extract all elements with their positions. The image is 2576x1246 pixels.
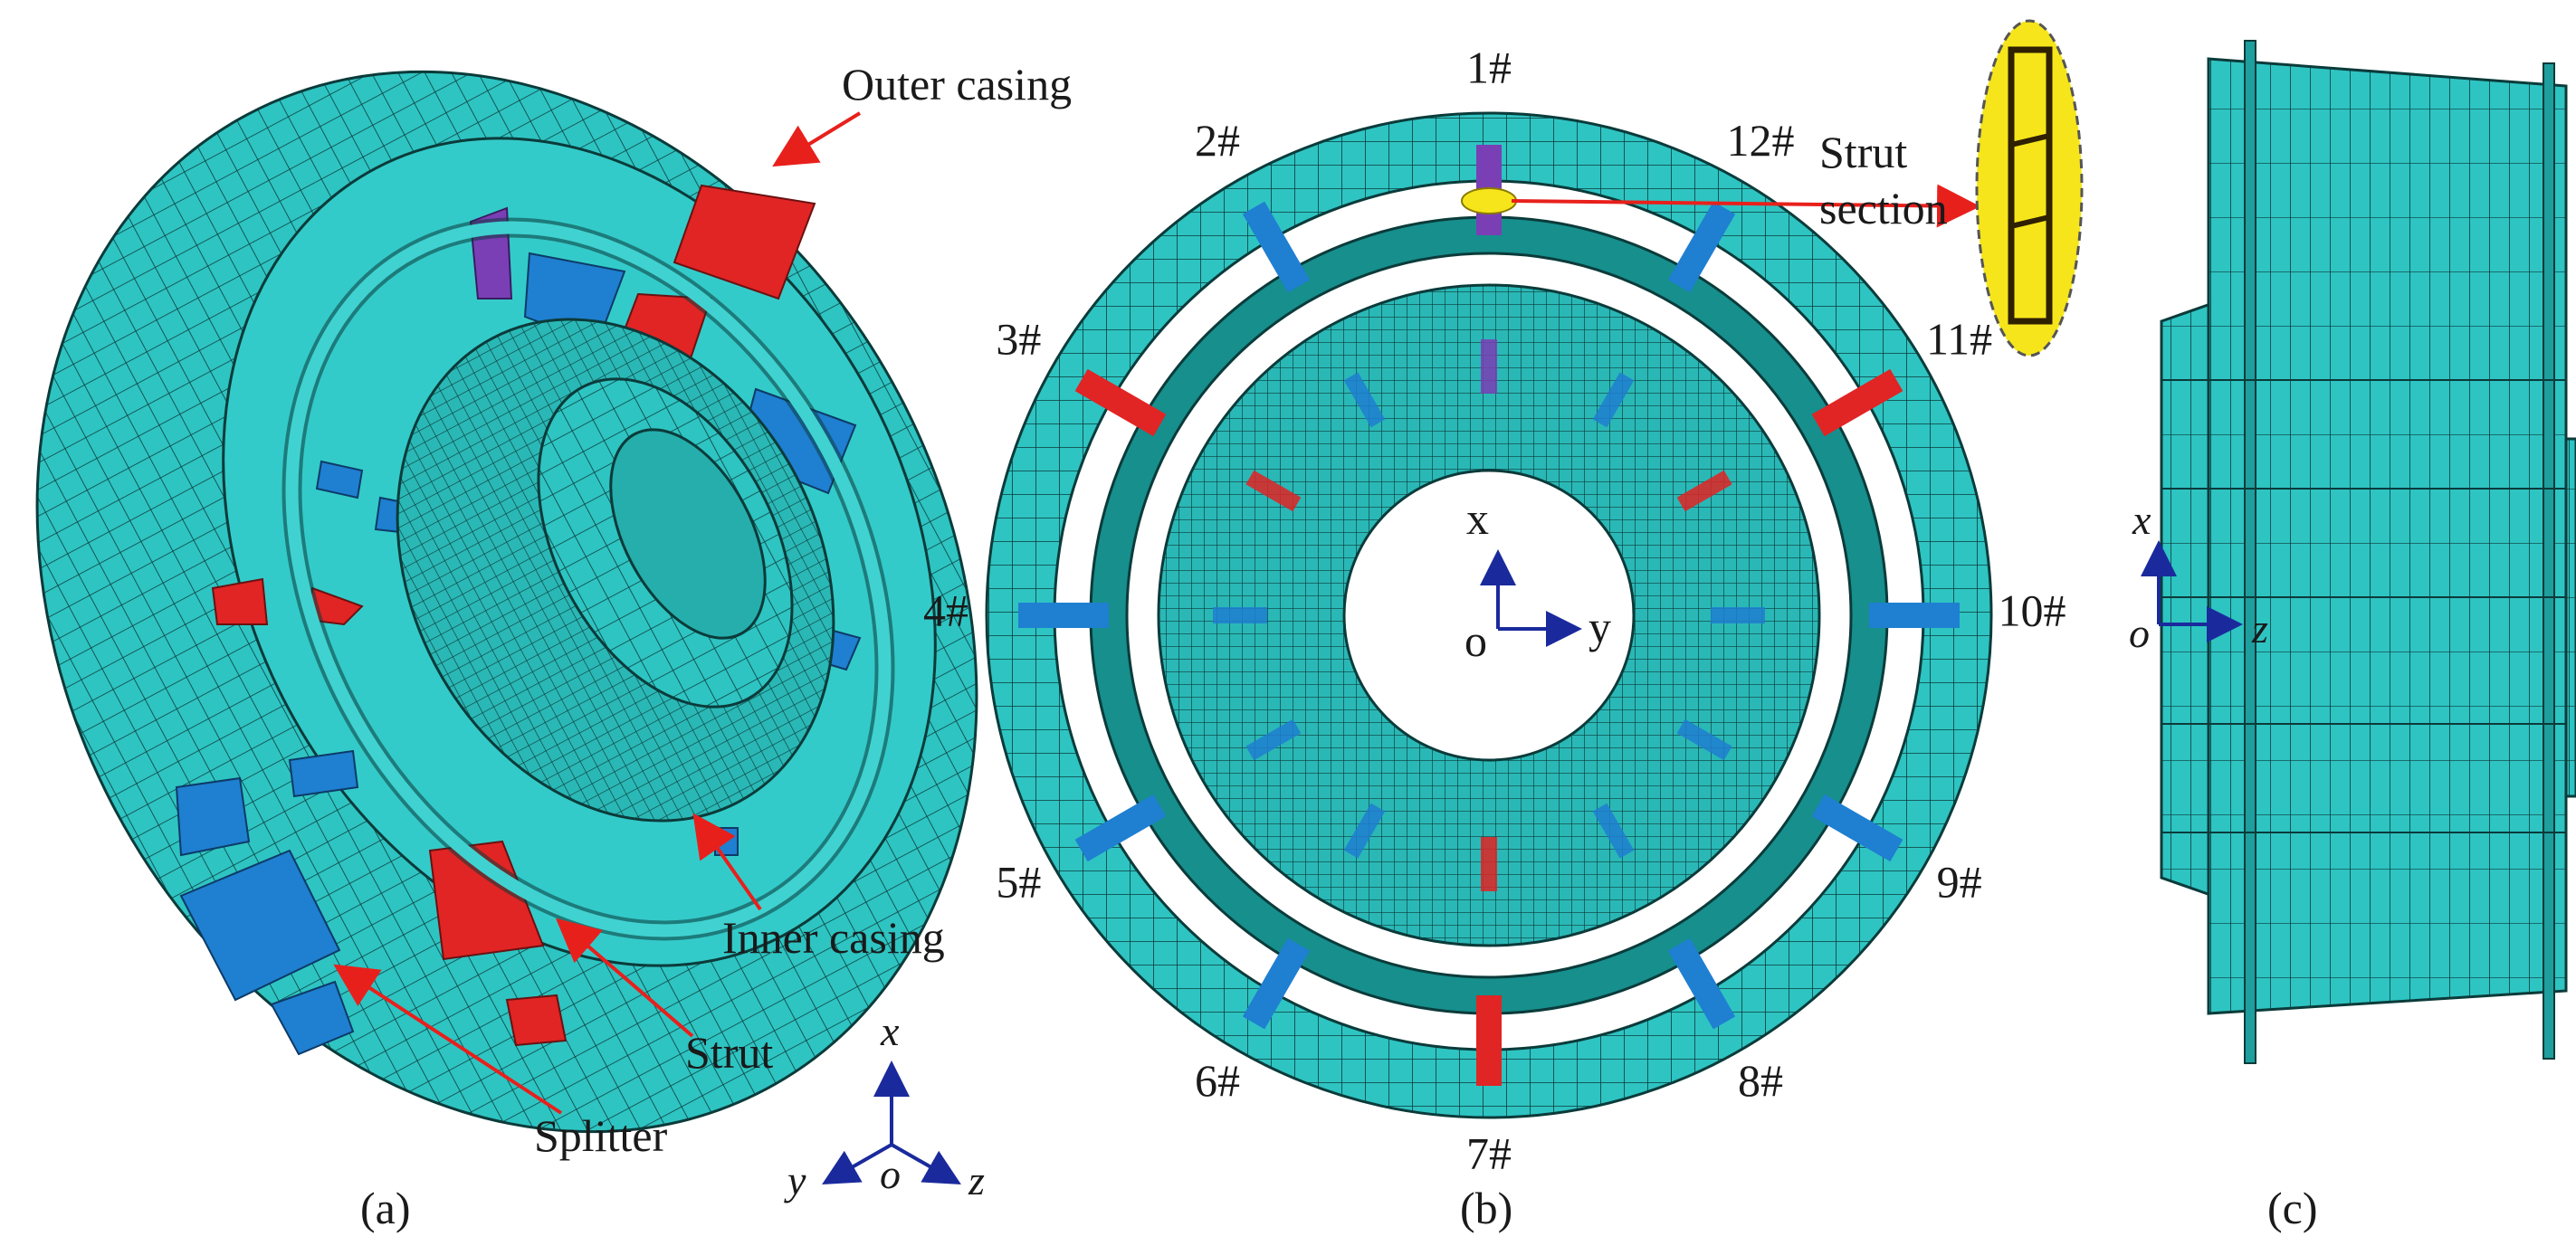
axis-c-o-label: o — [2129, 610, 2150, 656]
strut-red-left — [211, 577, 269, 625]
axis-c-z-label: z — [2251, 605, 2268, 652]
panel-a-isometric-view: Outer casing Inner casing Strut Splitter… — [35, 59, 1072, 1233]
arrow-strut-section — [1511, 184, 1980, 228]
inner-casing-bore — [609, 428, 767, 640]
side-splitter-lip — [2160, 300, 2215, 899]
strut-blue-lower-left-2 — [288, 749, 359, 798]
arrow-outer-casing — [772, 111, 862, 167]
panel-b-struts — [1018, 145, 1960, 1086]
strut-2-inner — [1343, 372, 1386, 428]
strut-number-7: 7# — [1466, 1127, 1512, 1178]
panel-b-front-view: 1# 2# 3# 4# 5# 6# 7# 8# 9# 10# 11# 12# Strut sectio… — [923, 19, 2084, 1233]
axis-b-o-label: o — [1465, 615, 1487, 666]
strut-number-2: 2# — [1195, 115, 1240, 166]
strut-number-12: 12# — [1727, 115, 1795, 166]
arrow-strut — [555, 918, 694, 1038]
strut-number-1: 1# — [1466, 42, 1512, 92]
strut-number-4: 4# — [923, 585, 968, 635]
strut-number-5: 5# — [996, 856, 1041, 907]
splitter-ring-face — [285, 221, 892, 937]
strut-section-web-1 — [2010, 133, 2050, 147]
strut-number-10: 10# — [1999, 585, 2066, 635]
strut-2-outer — [1242, 201, 1311, 293]
strut-5-outer — [1074, 794, 1167, 862]
strut-12-inner — [1592, 372, 1635, 428]
strut-red-bottom-2 — [505, 994, 568, 1047]
side-bands — [2161, 379, 2566, 833]
strut-blue-left — [315, 460, 364, 499]
arrow-splitter — [333, 964, 563, 1115]
axis-c-x-label: x — [2132, 497, 2151, 543]
side-flange-right — [2543, 62, 2555, 1060]
axis-a-x-label: x — [880, 1008, 900, 1054]
strut-red-bottom — [428, 840, 545, 961]
strut-5-inner — [1245, 718, 1302, 761]
axis-a-z — [891, 1143, 961, 1184]
hub-bore-b — [1342, 469, 1636, 762]
strut-6-outer — [1242, 937, 1311, 1030]
strut-9-inner — [1676, 718, 1732, 761]
side-outer-casing — [2207, 57, 2568, 1015]
side-flange-left — [2244, 40, 2256, 1064]
axis-a-o-label: o — [880, 1151, 901, 1197]
strut-6-inner — [1343, 803, 1386, 859]
strut-8-outer — [1667, 937, 1736, 1030]
strut-3-outer — [1074, 368, 1167, 437]
axis-b-x-label: x — [1466, 493, 1489, 544]
strut-section-inset — [1975, 19, 2084, 357]
axis-b-y-label: y — [1589, 602, 1611, 652]
axis-a-z-label: z — [968, 1157, 985, 1203]
strut-section-web-2 — [2010, 214, 2050, 229]
strut-9-outer — [1811, 794, 1903, 862]
strut-12-outer — [1667, 201, 1736, 293]
label-strut-section-1: Strut — [1819, 127, 1907, 177]
strut-number-6: 6# — [1195, 1055, 1240, 1106]
label-strut-section-2: section — [1819, 183, 1948, 233]
strut-1-highlight — [1461, 187, 1517, 214]
strut-blue-bottom-2 — [270, 980, 355, 1056]
axis-a-y — [822, 1143, 892, 1184]
panel-a-axis-triad: x y z o — [784, 1008, 985, 1203]
strut-blue-lower-left — [175, 776, 251, 857]
axis-a-y-label: y — [784, 1157, 806, 1203]
strut-section-profile — [2008, 46, 2053, 325]
label-outer-casing: Outer casing — [842, 59, 1072, 109]
strut-11-outer — [1811, 368, 1903, 437]
strut-number-8: 8# — [1738, 1055, 1783, 1106]
strut-number-11: 11# — [1926, 313, 1992, 364]
panel-c-side-view: x z o (c) — [2129, 40, 2576, 1233]
strut-3-inner — [1245, 470, 1302, 512]
strut-red-top — [673, 184, 816, 300]
panel-c-axis-triad: x z o — [2129, 497, 2268, 656]
caption-b: (b) — [1460, 1183, 1512, 1233]
caption-a: (a) — [360, 1183, 411, 1233]
strut-blue-bottom — [179, 849, 341, 1002]
strut-number-9: 9# — [1937, 856, 1982, 907]
label-inner-casing: Inner casing — [722, 912, 945, 963]
label-splitter: Splitter — [534, 1110, 668, 1161]
strut-11-inner — [1676, 470, 1732, 512]
side-hub — [2564, 437, 2576, 798]
strut-number-3: 3# — [996, 313, 1041, 364]
panel-b-axis-triad: x y o — [1465, 493, 1611, 666]
strut-8-inner — [1592, 803, 1635, 859]
arrow-inner-casing — [692, 813, 762, 911]
panel-b-strut-numbers: 1# 2# 3# 4# 5# 6# 7# 8# 9# 10# 11# 12# — [923, 42, 2066, 1178]
label-strut: Strut — [685, 1027, 773, 1078]
caption-c: (c) — [2267, 1183, 2318, 1233]
